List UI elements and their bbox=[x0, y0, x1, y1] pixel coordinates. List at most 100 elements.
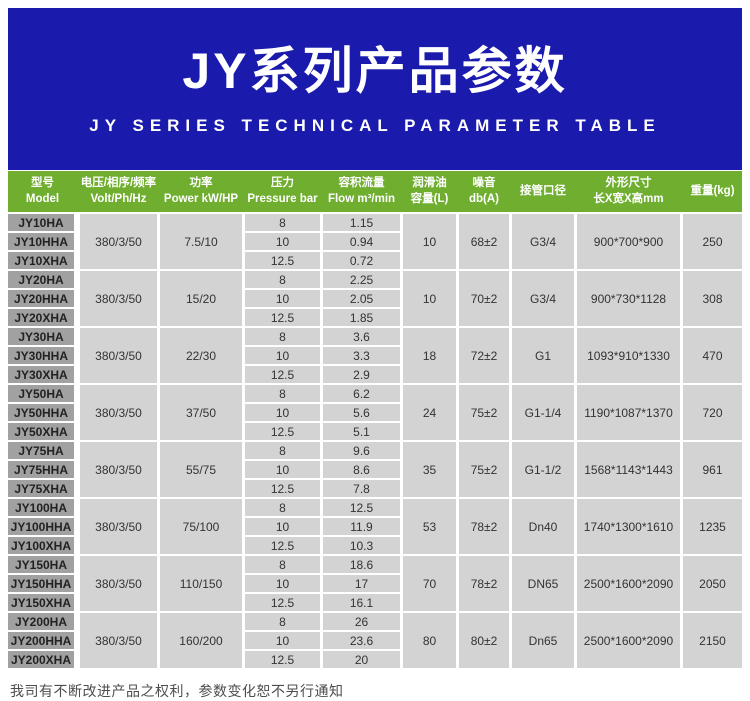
pressure-cell: 8 bbox=[245, 385, 320, 402]
power-cell: 37/50 bbox=[160, 385, 242, 440]
pressure-cell: 12.5 bbox=[245, 537, 320, 554]
oil-capacity-cell: 35 bbox=[403, 442, 456, 497]
pipe-diameter-cell: G1 bbox=[512, 328, 574, 383]
table-group: JY100HA JY100HHA JY100XHA 380/3/50 75/100 53 7… bbox=[8, 499, 742, 554]
model-cell: JY150HHA bbox=[8, 575, 77, 592]
flow-cell: 2.05 bbox=[323, 290, 400, 307]
column-header-power: 功率 Power kW/HP bbox=[160, 171, 242, 212]
column-header-power-line1: 功率 bbox=[189, 176, 213, 189]
pressure-cell: 12.5 bbox=[245, 651, 320, 668]
flow-cell: 16.1 bbox=[323, 594, 400, 611]
column-header-noise: 噪音 db(A) bbox=[459, 171, 509, 212]
column-header-pipe-diameter-line1: 接管口径 bbox=[520, 184, 566, 197]
pressure-cell: 10 bbox=[245, 461, 320, 478]
model-cell: JY200HHA bbox=[8, 632, 77, 649]
pipe-diameter-cell: DN65 bbox=[512, 556, 574, 611]
column-header-power-line2: Power kW/HP bbox=[163, 192, 239, 205]
voltage-cell: 380/3/50 bbox=[80, 271, 157, 326]
dimensions-cell: 900*730*1128 bbox=[577, 271, 680, 326]
weight-cell: 470 bbox=[683, 328, 742, 383]
column-header-noise-line1: 噪音 bbox=[472, 176, 496, 189]
pressure-cell: 10 bbox=[245, 575, 320, 592]
pressure-cell: 10 bbox=[245, 404, 320, 421]
power-cell: 55/75 bbox=[160, 442, 242, 497]
pressure-cell: 10 bbox=[245, 632, 320, 649]
power-cell: 22/30 bbox=[160, 328, 242, 383]
oil-capacity-cell: 24 bbox=[403, 385, 456, 440]
pressure-cell: 8 bbox=[245, 328, 320, 345]
voltage-cell: 380/3/50 bbox=[80, 442, 157, 497]
flow-cell: 0.72 bbox=[323, 252, 400, 269]
pressure-cell: 12.5 bbox=[245, 423, 320, 440]
weight-cell: 250 bbox=[683, 214, 742, 269]
model-cell: JY100HHA bbox=[8, 518, 77, 535]
dimensions-cell: 900*700*900 bbox=[577, 214, 680, 269]
dimensions-cell: 1568*1143*1443 bbox=[577, 442, 680, 497]
page-subtitle: JY SERIES TECHNICAL PARAMETER TABLE bbox=[89, 116, 661, 135]
flow-cell: 5.6 bbox=[323, 404, 400, 421]
pressure-cell: 10 bbox=[245, 233, 320, 250]
column-header-dimensions-line1: 外形尺寸 bbox=[605, 176, 652, 189]
model-cell: JY150XHA bbox=[8, 594, 77, 611]
model-cell: JY75XHA bbox=[8, 480, 77, 497]
disclaimer-note: 我司有不断改进产品之权利，参数变化恕不另行通知 bbox=[10, 683, 344, 699]
column-header-pressure-line1: 压力 bbox=[271, 176, 294, 189]
title-banner: JY系列产品参数 JY SERIES TECHNICAL PARAMETER T… bbox=[8, 8, 742, 170]
dimensions-cell: 1190*1087*1370 bbox=[577, 385, 680, 440]
pressure-cell: 8 bbox=[245, 499, 320, 516]
oil-capacity-cell: 18 bbox=[403, 328, 456, 383]
oil-capacity-cell: 10 bbox=[403, 214, 456, 269]
model-cell: JY20XHA bbox=[8, 309, 77, 326]
noise-cell: 75±2 bbox=[459, 442, 509, 497]
column-header-dimensions: 外形尺寸 长X宽X高mm bbox=[577, 171, 680, 212]
oil-capacity-cell: 70 bbox=[403, 556, 456, 611]
pipe-diameter-cell: G3/4 bbox=[512, 214, 574, 269]
model-cell: JY100XHA bbox=[8, 537, 77, 554]
model-cell: JY50HHA bbox=[8, 404, 77, 421]
model-cell: JY20HA bbox=[8, 271, 77, 288]
flow-cell: 23.6 bbox=[323, 632, 400, 649]
model-cell: JY20HHA bbox=[8, 290, 77, 307]
column-header-noise-line2: db(A) bbox=[468, 192, 499, 205]
flow-cell: 10.3 bbox=[323, 537, 400, 554]
pressure-cell: 10 bbox=[245, 290, 320, 307]
column-header-flow-line1: 容积流量 bbox=[338, 176, 385, 189]
model-cell: JY50HA bbox=[8, 385, 77, 402]
pressure-cell: 12.5 bbox=[245, 252, 320, 269]
dimensions-cell: 1093*910*1330 bbox=[577, 328, 680, 383]
flow-cell: 1.15 bbox=[323, 214, 400, 231]
flow-cell: 7.8 bbox=[323, 480, 400, 497]
table-header-row: 型号 Model 电压/相序/频率 Volt/Ph/Hz 功率 Power kW/HP 压力… bbox=[8, 171, 742, 212]
power-cell: 15/20 bbox=[160, 271, 242, 326]
table-body: JY10HA JY10HHA JY10XHA 380/3/50 7.5/10 10 68±2… bbox=[8, 214, 742, 668]
weight-cell: 1235 bbox=[683, 499, 742, 554]
noise-cell: 78±2 bbox=[459, 556, 509, 611]
column-header-weight: 重量(kg) bbox=[683, 171, 742, 212]
dimensions-cell: 1740*1300*1610 bbox=[577, 499, 680, 554]
column-header-model-line2: Model bbox=[25, 192, 60, 205]
flow-cell: 8.6 bbox=[323, 461, 400, 478]
column-header-model: 型号 Model bbox=[8, 171, 77, 212]
column-header-pressure-line2: Pressure bar bbox=[247, 192, 318, 205]
power-cell: 160/200 bbox=[160, 613, 242, 668]
pressure-cell: 12.5 bbox=[245, 480, 320, 497]
voltage-cell: 380/3/50 bbox=[80, 499, 157, 554]
column-header-pipe-diameter: 接管口径 bbox=[512, 171, 574, 212]
model-cell: JY200HA bbox=[8, 613, 77, 630]
pipe-diameter-cell: G1-1/4 bbox=[512, 385, 574, 440]
voltage-cell: 380/3/50 bbox=[80, 385, 157, 440]
flow-cell: 18.6 bbox=[323, 556, 400, 573]
voltage-cell: 380/3/50 bbox=[80, 214, 157, 269]
flow-cell: 20 bbox=[323, 651, 400, 668]
flow-cell: 1.85 bbox=[323, 309, 400, 326]
model-cell: JY10HA bbox=[8, 214, 77, 231]
oil-capacity-cell: 10 bbox=[403, 271, 456, 326]
column-header-flow: 容积流量 Flow m³/min bbox=[323, 171, 400, 212]
pressure-cell: 8 bbox=[245, 271, 320, 288]
model-cell: JY10XHA bbox=[8, 252, 77, 269]
flow-cell: 2.9 bbox=[323, 366, 400, 383]
table-group: JY10HA JY10HHA JY10XHA 380/3/50 7.5/10 10 68±2… bbox=[8, 214, 742, 269]
flow-cell: 12.5 bbox=[323, 499, 400, 516]
pipe-diameter-cell: Dn40 bbox=[512, 499, 574, 554]
model-cell: JY150HA bbox=[8, 556, 77, 573]
